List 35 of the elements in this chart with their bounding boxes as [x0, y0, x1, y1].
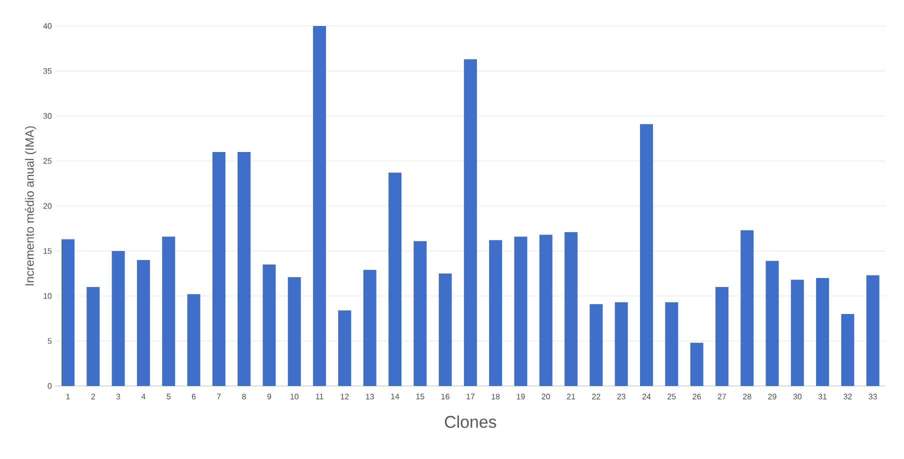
x-axis-title: Clones	[444, 415, 496, 428]
bar	[514, 236, 528, 386]
bar	[715, 286, 728, 386]
bar	[665, 302, 678, 386]
bar	[816, 278, 830, 386]
bar	[136, 260, 150, 386]
bar	[338, 310, 352, 386]
bar	[464, 59, 477, 386]
bar	[489, 240, 502, 386]
bar	[262, 264, 276, 386]
bar	[640, 124, 653, 386]
bar	[690, 342, 704, 386]
bar	[866, 275, 880, 386]
bar	[238, 152, 251, 386]
bar	[162, 236, 176, 386]
bar	[590, 304, 603, 386]
bar	[212, 152, 226, 386]
bar	[564, 232, 578, 386]
bar	[187, 294, 200, 386]
bar	[614, 302, 628, 386]
bar	[790, 280, 804, 386]
bar	[288, 277, 301, 386]
bar	[363, 270, 376, 386]
bar	[414, 241, 427, 386]
bar	[539, 234, 552, 386]
bar	[438, 273, 452, 386]
y-axis-title: Incremento médio anual (IMA)	[24, 126, 36, 286]
bar	[86, 286, 100, 386]
bar	[740, 230, 754, 386]
bar	[841, 314, 854, 386]
bar	[313, 26, 326, 386]
bar	[112, 250, 125, 386]
bar	[766, 260, 779, 386]
bar	[62, 239, 75, 386]
bar	[388, 172, 402, 386]
